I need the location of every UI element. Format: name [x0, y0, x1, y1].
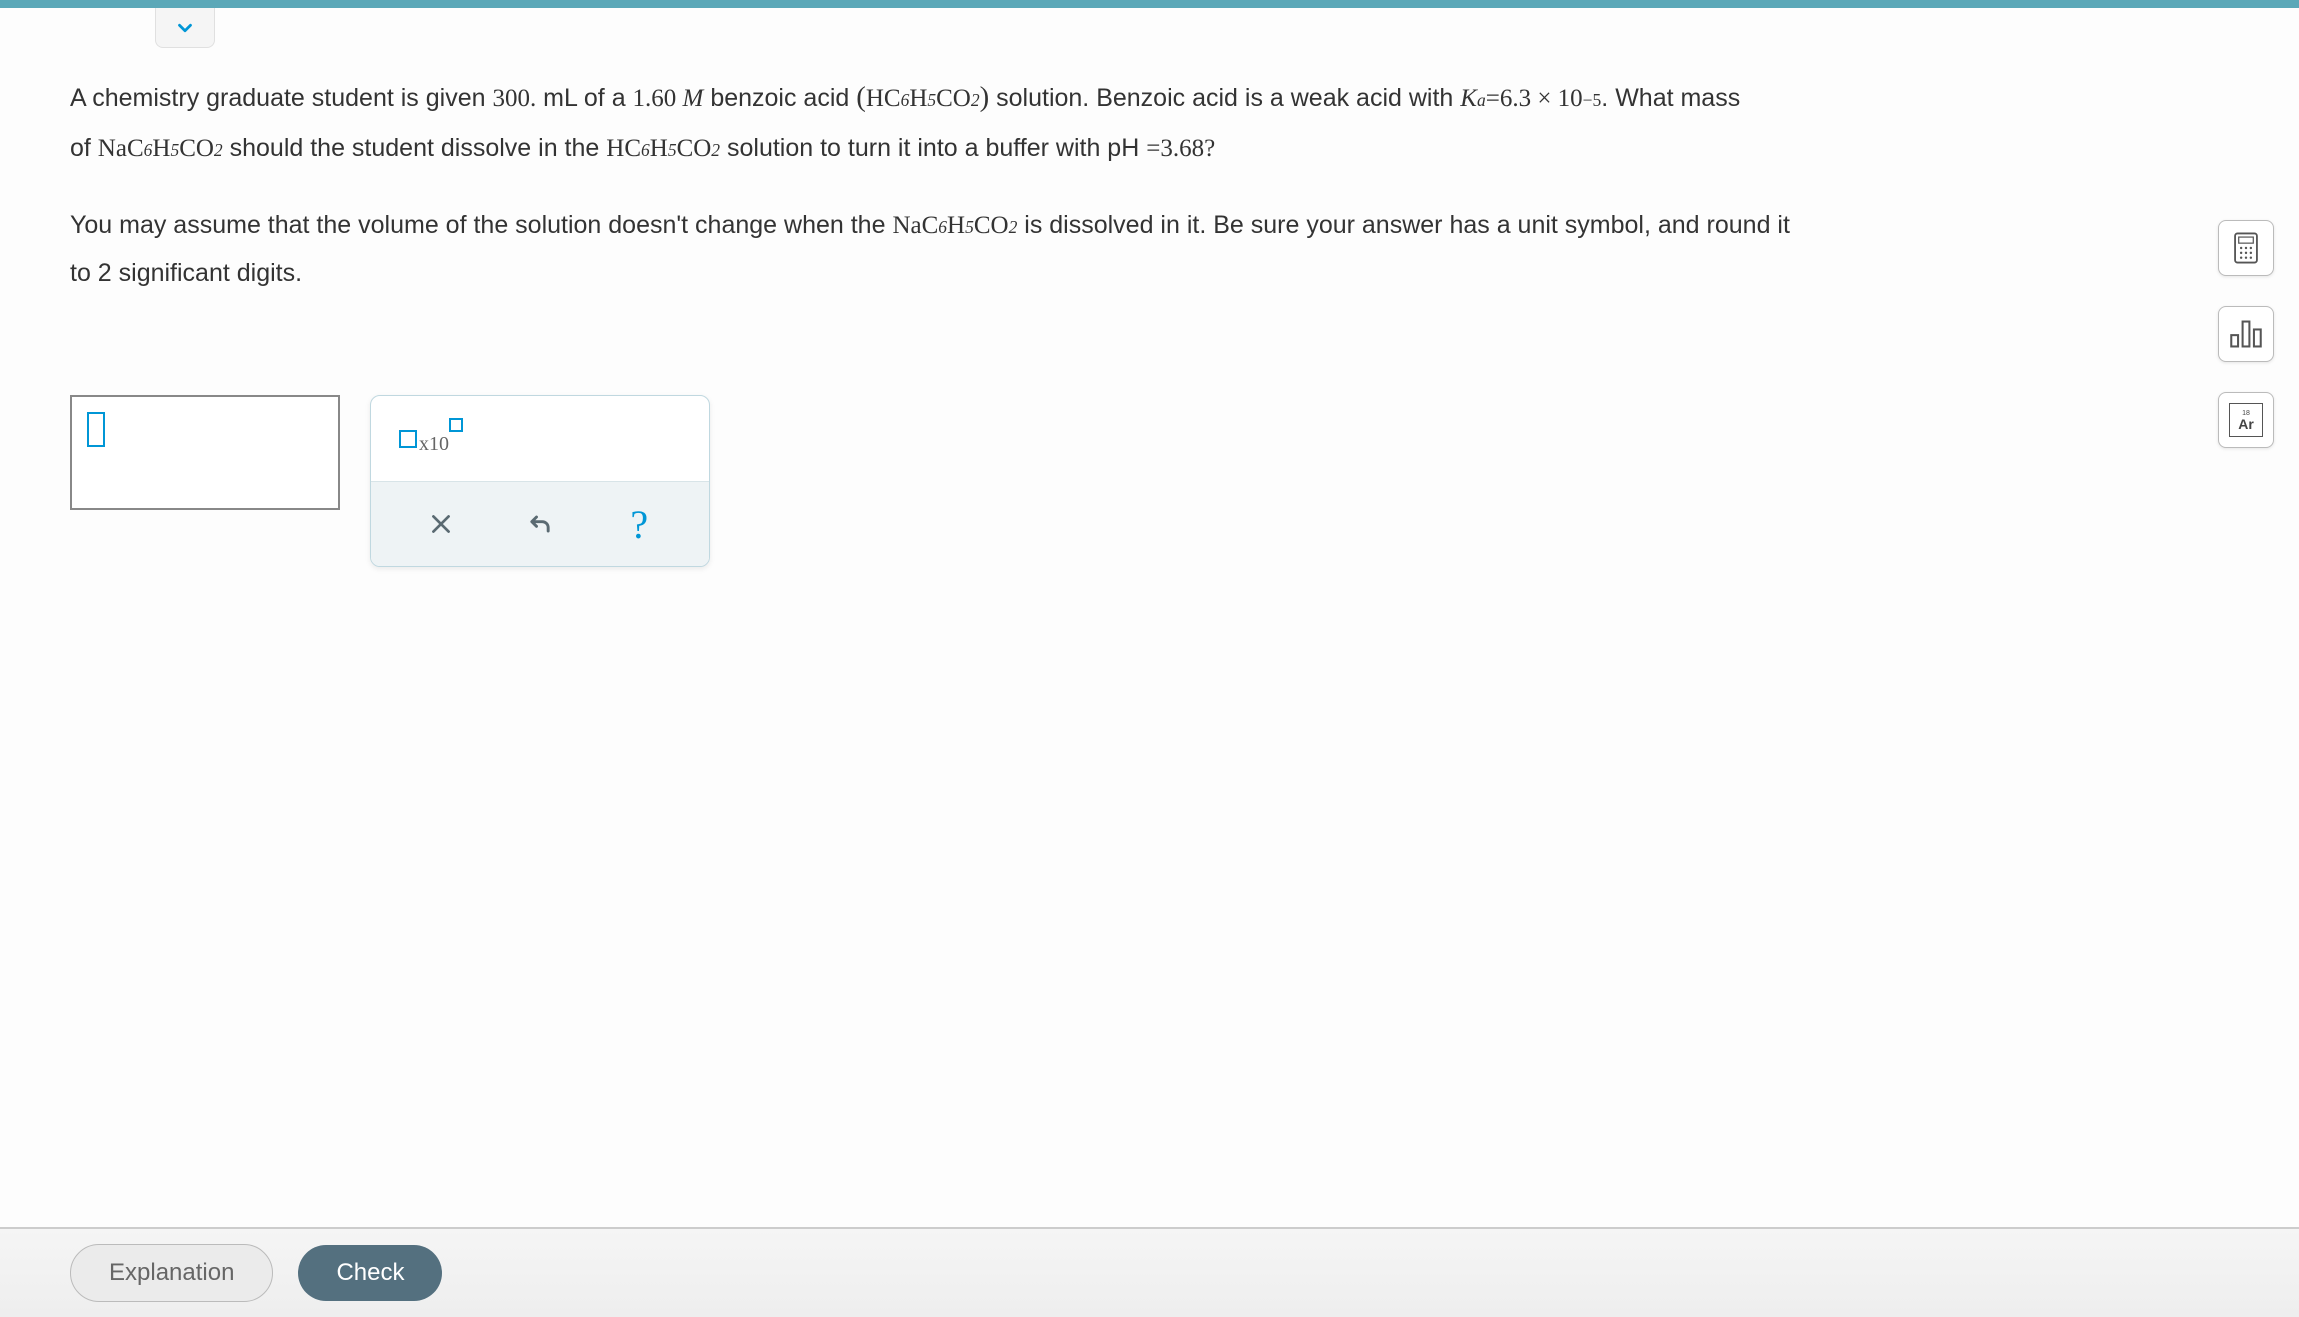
formula-part: H [909, 85, 927, 112]
text-segment: is dissolved in it. Be sure your answer … [1017, 211, 1790, 239]
ph-value: 3.68? [1160, 135, 1215, 162]
text-segment: You may assume that the volume of the so… [70, 211, 892, 239]
sci-x10-label: x10 [419, 433, 449, 456]
ph-eq: = [1146, 135, 1160, 162]
text-segment: 1.60 [633, 85, 677, 112]
help-button[interactable]: ? [619, 504, 659, 544]
question-text: A chemistry graduate student is given 30… [70, 70, 2119, 327]
formula-sub: 6 [938, 217, 947, 237]
text-segment: benzoic acid [703, 84, 856, 112]
bar-chart-icon [2229, 319, 2263, 349]
dropdown-tab[interactable] [155, 8, 215, 48]
text-segment: solution. Benzoic acid is a weak acid wi… [989, 84, 1460, 112]
placeholder-box-icon [399, 430, 417, 448]
top-accent-bar [0, 0, 2299, 8]
text-segment: solution to turn it into a buffer with p… [720, 134, 1146, 162]
ka-symbol: K [1460, 85, 1477, 112]
undo-button[interactable] [520, 504, 560, 544]
math-toolbox: x10 ? [370, 395, 710, 567]
data-chart-button[interactable] [2218, 306, 2274, 362]
undo-icon [526, 510, 554, 538]
ka-value: 6.3 × 10 [1500, 85, 1583, 112]
clear-button[interactable] [421, 504, 461, 544]
formula-sub: 2 [711, 140, 720, 160]
text-segment: of [70, 134, 98, 162]
formula-part: CO [936, 85, 971, 112]
formula-sub: 5 [668, 140, 677, 160]
explanation-button[interactable]: Explanation [70, 1244, 273, 1302]
formula-part: CO [179, 135, 214, 162]
formula-part: H [947, 212, 965, 239]
placeholder-box-icon [449, 418, 463, 432]
input-cursor [87, 412, 105, 447]
calculator-button[interactable] [2218, 220, 2274, 276]
formula-sub: 5 [170, 140, 179, 160]
ka-sub: a [1477, 90, 1486, 110]
element-symbol: Ar [2238, 417, 2254, 431]
formula-sub: 2 [214, 140, 223, 160]
formula-sub: 2 [971, 90, 980, 110]
chevron-down-icon [174, 17, 196, 39]
periodic-table-icon: 18 Ar [2229, 403, 2263, 437]
formula-sub: 5 [927, 90, 936, 110]
ka-exp: −5 [1583, 90, 1602, 110]
formula-part: H [152, 135, 170, 162]
formula-sub: 6 [901, 90, 910, 110]
formula-part: CO [677, 135, 712, 162]
formula-part: NaC [892, 212, 938, 239]
x-icon [428, 511, 454, 537]
formula-part: H [650, 135, 668, 162]
text-segment: should the student dissolve in the [223, 134, 607, 162]
bottom-bar: Explanation Check [0, 1227, 2299, 1317]
formula-part: HC [866, 85, 901, 112]
check-button[interactable]: Check [298, 1245, 442, 1301]
text-segment: 300. [492, 85, 536, 112]
formula-open: ( [856, 81, 866, 113]
calculator-icon [2231, 231, 2261, 265]
text-segment: . What mass [1601, 84, 1740, 112]
text-segment: M [676, 85, 703, 112]
formula-sub: 5 [965, 217, 974, 237]
text-segment: A chemistry graduate student is given [70, 84, 492, 112]
formula-part: CO [974, 212, 1009, 239]
text-segment: mL of a [536, 84, 632, 112]
text-segment: to 2 significant digits. [70, 259, 302, 287]
formula-sub: 2 [1009, 217, 1018, 237]
ka-eq: = [1486, 85, 1500, 112]
formula-sub: 6 [641, 140, 650, 160]
periodic-table-button[interactable]: 18 Ar [2218, 392, 2274, 448]
right-sidebar: 18 Ar [2218, 220, 2274, 448]
answer-section: x10 ? [70, 395, 710, 567]
formula-part: HC [606, 135, 641, 162]
formula-part: NaC [98, 135, 144, 162]
answer-input[interactable] [70, 395, 340, 510]
formula-close: ) [980, 81, 990, 113]
sci-notation-button[interactable]: x10 [399, 427, 465, 450]
